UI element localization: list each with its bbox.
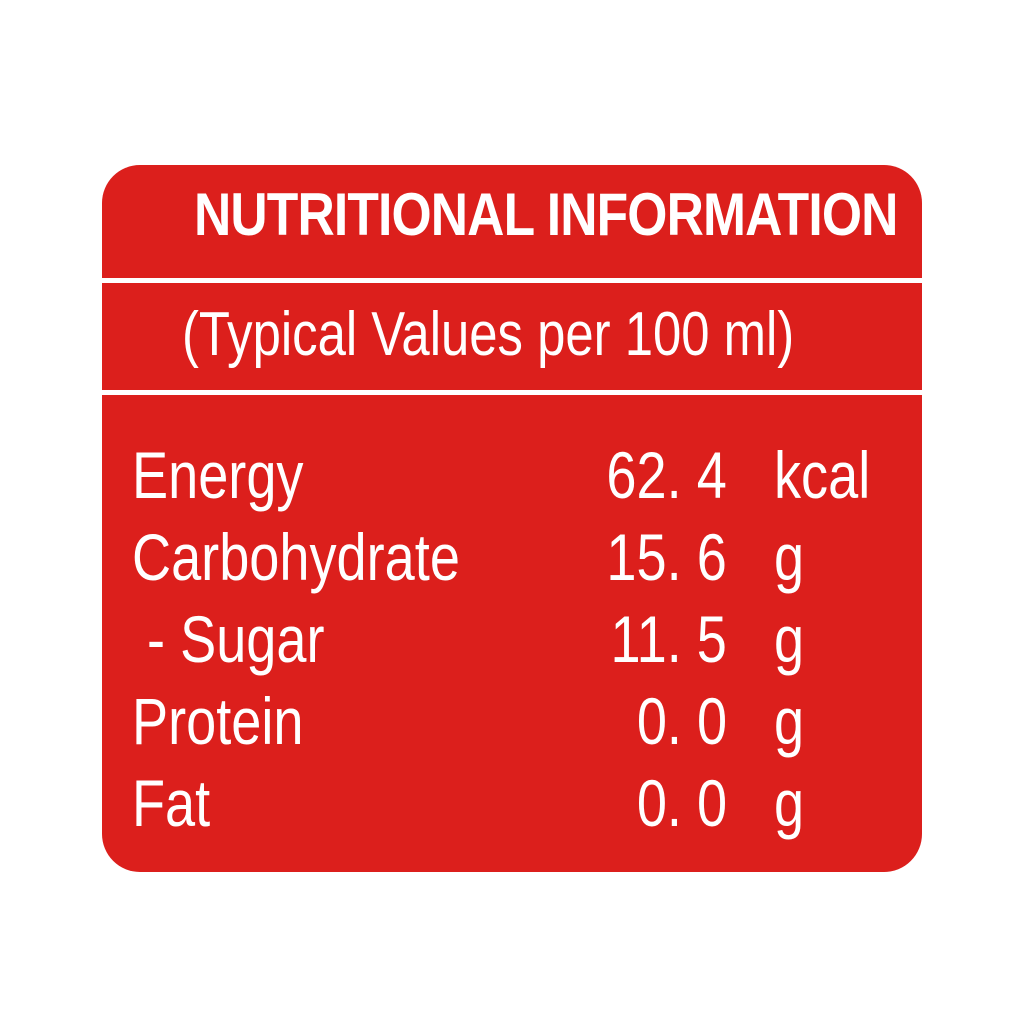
nutrient-name: Protein: [132, 684, 304, 758]
nutrient-name: Fat: [132, 766, 211, 840]
nutrition-label-panel: NUTRITIONAL INFORMATION (Typical Values …: [102, 165, 922, 872]
nutrient-value: 0. 0: [636, 766, 727, 840]
title-divider: [102, 278, 922, 283]
nutrient-row-energy: Energy 62. 4 kcal: [102, 435, 922, 515]
panel-subtitle: (Typical Values per 100 ml): [182, 300, 795, 369]
nutrient-row-fat: Fat 0. 0 g: [102, 763, 922, 843]
nutrient-value: 0. 0: [636, 684, 727, 758]
nutrient-name: Carbohydrate: [132, 520, 460, 594]
nutrient-name: Energy: [132, 438, 304, 512]
nutrient-value: 62. 4: [606, 438, 727, 512]
nutrient-unit: g: [774, 520, 805, 594]
panel-title: NUTRITIONAL INFORMATION: [194, 181, 898, 248]
nutrient-unit: g: [774, 602, 805, 676]
nutrient-unit: g: [774, 766, 805, 840]
nutrient-unit: g: [774, 684, 805, 758]
nutrient-value: 11. 5: [610, 602, 727, 676]
nutrient-row-protein: Protein 0. 0 g: [102, 681, 922, 761]
nutrient-unit: kcal: [774, 438, 871, 512]
nutrient-row-sugar: - Sugar 11. 5 g: [102, 599, 922, 679]
nutrient-value: 15. 6: [606, 520, 727, 594]
subtitle-divider: [102, 390, 922, 395]
nutrient-row-carbohydrate: Carbohydrate 15. 6 g: [102, 517, 922, 597]
nutrient-name: - Sugar: [132, 602, 325, 676]
